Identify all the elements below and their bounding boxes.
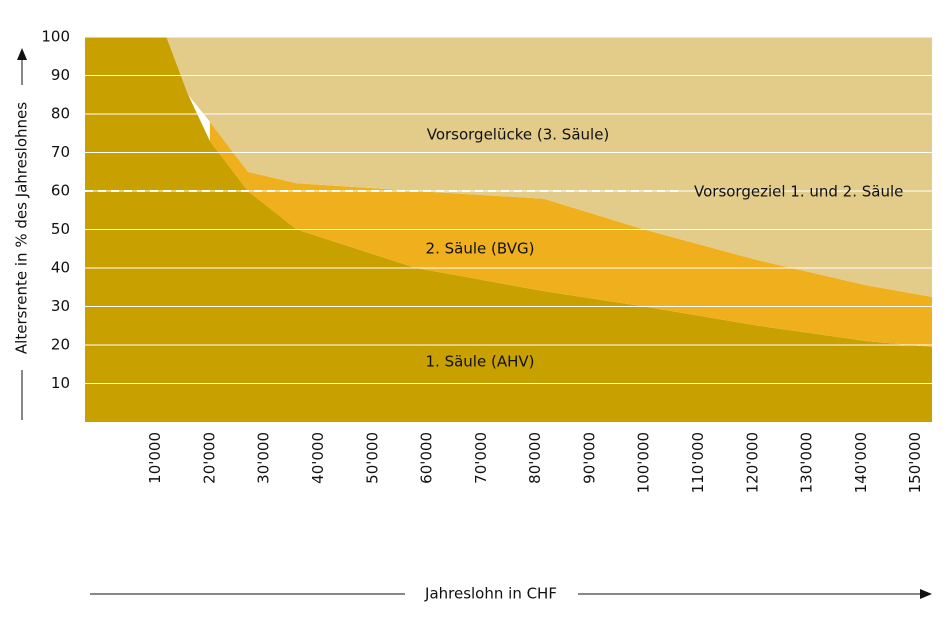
x-tick-label: 140'000	[852, 432, 870, 493]
y-axis-arrow	[17, 48, 27, 60]
y-tick-label: 40	[51, 259, 70, 277]
annotation: Vorsorgeziel 1. und 2. Säule	[694, 183, 903, 201]
x-tick-label: 30'000	[255, 432, 273, 484]
series-label: Vorsorgelücke (3. Säule)	[427, 126, 610, 144]
x-tick-label: 20'000	[200, 432, 218, 484]
y-tick-label: 50	[51, 220, 70, 238]
y-tick-label: 90	[51, 66, 70, 84]
y-tick-label: 10	[51, 374, 70, 392]
x-axis-title: Jahreslohn in CHF	[90, 585, 932, 603]
series-label: 1. Säule (AHV)	[426, 353, 535, 371]
y-tick-label: 30	[51, 297, 70, 315]
y-tick-label: 80	[51, 105, 70, 123]
x-tick-label: 100'000	[635, 432, 653, 493]
series-label: 2. Säule (BVG)	[426, 240, 535, 258]
x-tick-label: 120'000	[743, 432, 761, 493]
y-tick-label: 20	[51, 336, 70, 354]
x-tick-label: 40'000	[309, 432, 327, 484]
y-axis-title: Altersrente in % des Jahreslohnes	[13, 48, 31, 420]
x-tick-label: 60'000	[418, 432, 436, 484]
x-tick-label: 90'000	[580, 432, 598, 484]
x-tick-label: 80'000	[526, 432, 544, 484]
y-tick-label: 70	[51, 143, 70, 161]
x-tick-label: 150'000	[906, 432, 924, 493]
area	[85, 37, 932, 297]
y-tick-label: 100	[41, 28, 70, 46]
x-tick-label: 50'000	[363, 432, 381, 484]
x-axis-arrow	[920, 589, 932, 599]
x-tick-label: 10'000	[146, 432, 164, 484]
x-tick-label: 130'000	[798, 432, 816, 493]
x-axis-label: Jahreslohn in CHF	[424, 585, 557, 603]
area	[85, 37, 932, 422]
x-tick-label: 110'000	[689, 432, 707, 493]
area	[209, 121, 933, 347]
y-tick-label: 60	[51, 182, 70, 200]
x-tick-label: 70'000	[472, 432, 490, 484]
y-axis-label: Altersrente in % des Jahreslohnes	[13, 102, 31, 354]
